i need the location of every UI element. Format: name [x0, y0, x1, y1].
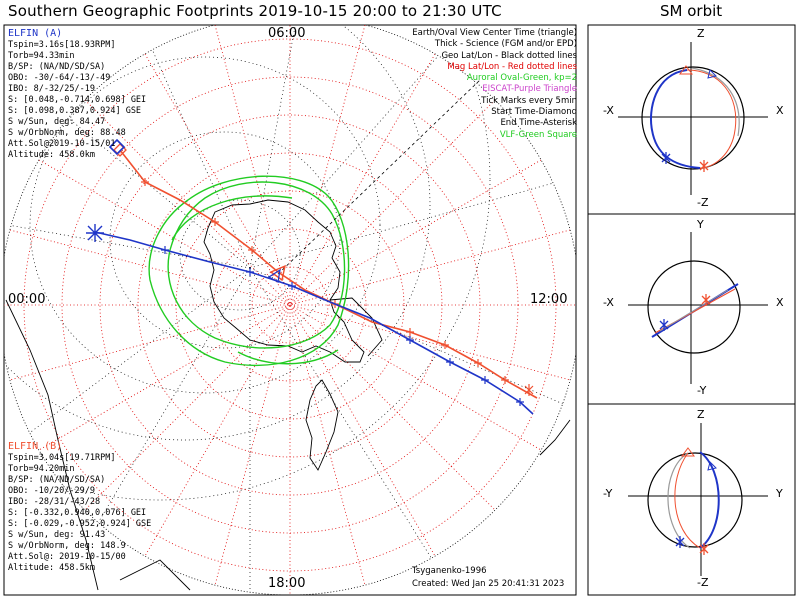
- elfin-b-line: OBO: -10/20/-29/9: [8, 486, 95, 496]
- orbit-panel-xz: [618, 42, 768, 195]
- legend-item: Thick - Science (FGM and/or EPD): [434, 39, 577, 50]
- page-title: Southern Geographic Footprints 2019-10-1…: [8, 2, 502, 20]
- elfin-b-line: Altitude: 458.5km: [8, 563, 95, 573]
- legend: Earth/Oval View Center Time (triangle) T…: [412, 28, 577, 141]
- orbit-axis-top: Z: [697, 27, 705, 40]
- elfin-a-info: ELFIN (A) Tspin=3.16s[18.93RPM] Torb=94.…: [8, 27, 146, 161]
- orbit-axis-right: X: [776, 104, 784, 117]
- orbit-panel-yz: [628, 423, 768, 576]
- auroral-oval: [148, 175, 350, 367]
- elfin-b-line: Att.Sol@: 2019-10-15/00: [8, 552, 126, 562]
- created-timestamp: Created: Wed Jan 25 20:41:31 2023: [412, 579, 565, 589]
- orbit-panel-xy: [628, 232, 768, 384]
- elfin-b-view-triangle: [269, 264, 286, 282]
- clock-label-right: 12:00: [530, 292, 568, 307]
- elfin-a-line: OBO: -30/-64/-13/-49: [8, 73, 111, 83]
- elfin-a-track: [94, 231, 534, 415]
- orbit-axis-bottom: -Y: [697, 384, 707, 397]
- legend-item: VLF-Green Square: [499, 129, 577, 140]
- elfin-a-line: Att.Sol@2019-10-15/01: [8, 139, 116, 149]
- orbit-axis-left: -X: [603, 104, 614, 117]
- orbit-panel-title: SM orbit: [660, 2, 723, 20]
- elfin-a-view-triangle: [267, 268, 281, 283]
- elfin-b-line: S: [-0.332,0.940,0.076] GEI: [8, 508, 147, 518]
- elfin-b-line: B/SP: (NA/ND/SD/SA): [8, 475, 106, 485]
- elfin-a-line: IBO: 8/-32/25/-19: [8, 84, 95, 94]
- elfin-b-line: S w/Sun, deg: 91.43: [8, 530, 106, 540]
- clock-label-bottom: 18:00: [268, 576, 306, 591]
- elfin-b-line: Tspin=3.04s[19.71RPM]: [8, 453, 116, 463]
- orbit-axis-right: Y: [776, 487, 783, 500]
- elfin-a-name: ELFIN (A): [8, 28, 63, 39]
- map-frame: [3, 24, 577, 596]
- elfin-a-ticks: [161, 246, 524, 406]
- elfin-b-ticks: [141, 178, 509, 384]
- orbit-axis-left: -X: [603, 296, 614, 309]
- orbit-axis-bottom: -Z: [697, 196, 709, 209]
- orbit-axis-right: X: [776, 296, 784, 309]
- elfin-a-line: S w/OrbNorm, deg: 88.48: [8, 128, 126, 138]
- elfin-b-end-asterisk: [524, 384, 534, 396]
- elfin-a-start-asterisk: [86, 224, 104, 242]
- elfin-a-line: Altitude: 458.0km: [8, 150, 95, 160]
- elfin-b-track: [119, 149, 538, 399]
- legend-item: End Time-Asterisk: [500, 118, 577, 129]
- legend-item: Tick Marks every 5min: [481, 95, 577, 106]
- orbit-axis-bottom: -Z: [697, 576, 709, 589]
- orbit-axis-top: Y: [697, 218, 704, 231]
- model-credit: Tsyganenko-1996: [412, 566, 487, 576]
- legend-item: Geo Lat/Lon - Black dotted lines: [441, 50, 577, 61]
- orbit-frame: [587, 24, 796, 596]
- elfin-a-diamond: [108, 138, 126, 156]
- coastlines: [5, 199, 571, 591]
- legend-item: Earth/Oval View Center Time (triangle): [412, 28, 577, 38]
- orbit-axis-top: Z: [697, 408, 705, 421]
- view-center-line: [277, 79, 481, 275]
- elfin-a-line: Torb=94.33min: [8, 51, 75, 61]
- elfin-a-line: Tspin=3.16s[18.93RPM]: [8, 40, 116, 50]
- elfin-a-line: S: [0.048,-0.714,0.698] GEI: [8, 95, 147, 105]
- mag-grid: [4, 25, 576, 595]
- clock-label-top: 06:00: [268, 26, 306, 41]
- clock-label-left: 00:00: [8, 292, 46, 307]
- legend-item: Mag Lat/Lon - Red dotted lines: [447, 61, 577, 72]
- elfin-a-line: S: [0.098,0.387,0.924] GSE: [8, 106, 142, 116]
- legend-item: Auroral Oval-Green, kp=2: [466, 73, 577, 84]
- orbit-axis-left: -Y: [603, 487, 613, 500]
- elfin-a-line: B/SP: (NA/ND/SD/SA): [8, 62, 106, 72]
- elfin-b-line: S w/OrbNorm, deg: 148.9: [8, 541, 126, 551]
- legend-item: Start Time-Diamond: [491, 107, 577, 118]
- elfin-b-info: ELFIN (B) Tspin=3.04s[19.71RPM] Torb=94.…: [8, 440, 151, 574]
- legend-item: EISCAT-Purple Triangle: [482, 84, 577, 95]
- elfin-b-line: Torb=94.20min: [8, 464, 75, 474]
- elfin-b-line: S: [-0.029,-0.952,0.924] GSE: [8, 519, 152, 529]
- elfin-a-line: S w/Sun, deg: 84.47: [8, 117, 106, 127]
- elfin-b-name: ELFIN (B): [8, 441, 63, 452]
- elfin-b-line: IBO: -28/31/-43/28: [8, 497, 101, 507]
